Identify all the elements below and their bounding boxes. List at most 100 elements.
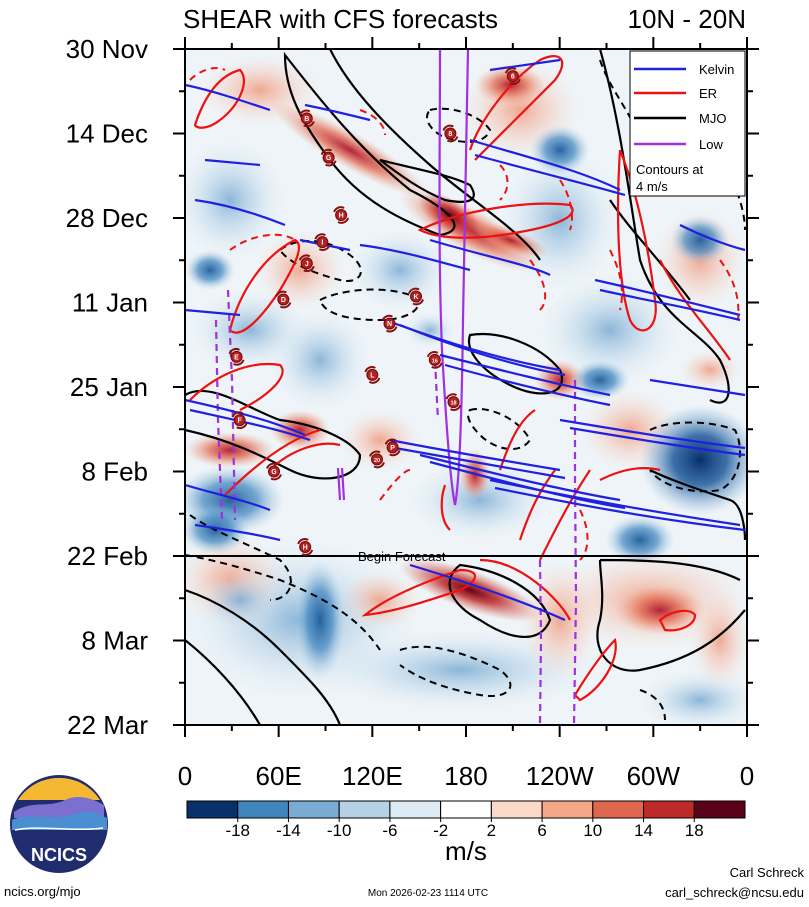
storm-marker-dot: [277, 293, 290, 306]
storm-marker-arm: [325, 160, 337, 167]
footer-author: Carl Schreck: [730, 865, 805, 880]
storm-marker-dot: [447, 396, 460, 409]
legend-label-er: ER: [699, 86, 717, 101]
storm-marker-arm: [337, 217, 350, 224]
storm-marker-label: D: [281, 297, 286, 304]
storm-marker-arm: [389, 449, 401, 457]
storm-marker-dot: [300, 112, 313, 125]
y-tick-label: 8 Feb: [82, 457, 149, 487]
storm-marker-label: J: [305, 261, 309, 268]
colorbar-tick-label: -14: [276, 821, 301, 840]
storm-marker-dot: [428, 353, 441, 366]
colorbar-box: [186, 800, 239, 819]
storm-marker-arm: [236, 422, 248, 430]
storm-marker-label: 20: [374, 458, 380, 464]
storm-marker-dot: [506, 70, 519, 83]
storm-marker-dot: [335, 208, 348, 221]
colorbar-box: [592, 800, 645, 819]
storm-marker-arm: [412, 299, 424, 306]
storm-marker: G: [266, 462, 282, 481]
storm-marker: D: [275, 290, 292, 309]
colorbar-box: [287, 800, 340, 819]
storm-marker: P: [384, 438, 401, 457]
colorbar: -18 -14 -10 -6 -2 2 6 10 14 18: [186, 800, 746, 840]
storm-marker-arm: [384, 438, 397, 445]
colorbar-tick-label: -10: [327, 821, 352, 840]
storm-marker-arm: [270, 474, 282, 481]
storm-marker-label: G: [271, 469, 277, 476]
storm-marker-arm: [266, 462, 278, 469]
storm-marker-arm: [279, 302, 292, 309]
x-tick-label: 180: [444, 761, 487, 791]
storm-marker-label: E: [234, 354, 239, 361]
y-axis: 30 Nov 14 Dec 28 Dec 11 Jan 25 Jan 8 Feb 22 Fe…: [66, 34, 759, 740]
storm-marker: 20: [369, 450, 385, 469]
storm-marker-arm: [303, 120, 315, 128]
y-tick-label: 25 Jan: [70, 372, 148, 402]
storm-marker: F: [231, 411, 248, 430]
storm-marker-dot: [300, 257, 313, 270]
ncics-logo: NCICS: [10, 775, 108, 873]
storm-marker-arm: [450, 404, 462, 411]
storm-marker-dot: [299, 540, 312, 553]
storm-marker-label: 8: [448, 131, 452, 138]
storm-marker-arm: [314, 233, 326, 240]
storm-marker-dot: [322, 151, 335, 164]
storm-marker-arm: [373, 461, 385, 469]
colorbar-box: [693, 800, 746, 819]
storm-marker: J: [298, 254, 315, 273]
storm-marker-arm: [368, 377, 381, 384]
storm-marker-arm: [386, 326, 398, 333]
storm-marker-arm: [431, 362, 443, 369]
storm-marker-arm: [446, 136, 459, 143]
legend-label-kelvin: Kelvin: [699, 62, 734, 77]
y-tick-label: 28 Dec: [66, 203, 148, 233]
storm-marker-label: H: [339, 212, 344, 219]
legend-note-line2: 4 m/s: [636, 179, 668, 194]
storm-marker-dot: [386, 441, 399, 454]
storm-marker-label: H: [303, 544, 308, 551]
storm-marker-arm: [298, 254, 311, 261]
colorbar-box: [237, 800, 289, 819]
footer-email: carl_schreck@ncsu.edu: [665, 885, 804, 900]
storm-marker-dot: [371, 453, 384, 466]
storm-marker-label: K: [414, 294, 419, 301]
storm-marker-label: P: [390, 445, 395, 452]
colorbar-box: [338, 800, 391, 819]
colorbar-tick-label: 10: [583, 821, 602, 840]
storm-marker-arm: [233, 359, 245, 366]
storm-marker: K: [408, 287, 424, 306]
storm-marker-dot: [366, 368, 379, 381]
storm-marker: E: [228, 348, 245, 366]
storm-marker-arm: [298, 109, 311, 116]
x-axis: 0 60E 120E 180 120W 60W 0: [178, 37, 754, 791]
storm-marker-arm: [333, 206, 345, 213]
storm-marker-dot: [383, 317, 396, 330]
colorbar-tick-label: -2: [433, 821, 448, 840]
storm-marker-label: L: [370, 372, 375, 379]
x-tick-label: 0: [740, 761, 754, 791]
storm-marker-arm: [369, 450, 381, 457]
storm-marker-label: G: [326, 155, 332, 162]
colorbar-unit: m/s: [445, 836, 487, 866]
colorbar-box: [389, 800, 442, 819]
storm-marker: H: [333, 206, 350, 224]
storm-marker-arm: [228, 348, 240, 355]
storm-marker-label: 6: [511, 74, 515, 81]
storm-marker-arm: [408, 287, 420, 294]
storm-marker-dot: [444, 127, 457, 140]
storm-marker: B: [298, 109, 315, 128]
footer-timestamp: Mon 2026-02-23 1114 UTC: [368, 888, 488, 899]
storm-marker-label: B: [304, 116, 309, 123]
storm-marker-dot: [410, 290, 423, 303]
storm-marker-dot: [267, 465, 280, 478]
storm-marker-label: N: [387, 321, 392, 328]
storm-marker: N: [381, 314, 398, 333]
storm-marker: 18: [445, 393, 462, 411]
x-tick-label: 60E: [256, 761, 302, 791]
storm-marker-arm: [504, 67, 517, 74]
storm-marker: G: [320, 148, 337, 167]
x-tick-label: 120E: [342, 761, 403, 791]
y-tick-label: 22 Feb: [67, 541, 148, 571]
storm-marker-dot: [233, 414, 246, 427]
